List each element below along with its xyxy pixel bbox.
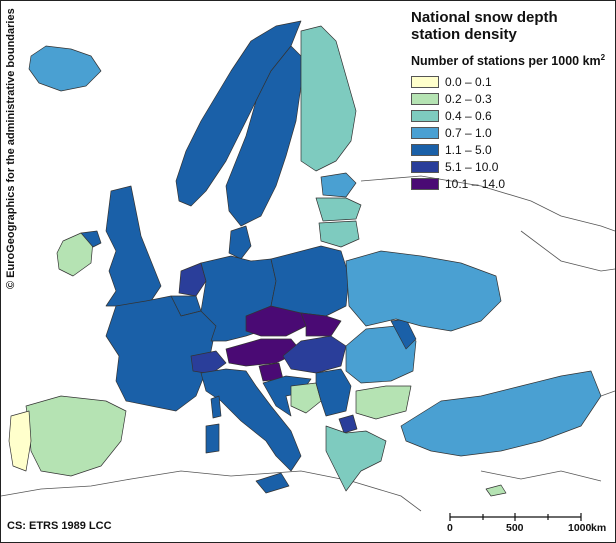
scale-unit-label: km: [591, 522, 607, 534]
region-latvia: [315, 197, 362, 222]
region-slovakia: [300, 312, 342, 337]
legend-label: 0.2 – 0.3: [445, 91, 492, 106]
legend: 0.0 – 0.1 0.2 – 0.3 0.4 – 0.6 0.7 – 1.0 …: [411, 73, 505, 192]
africa-coast: [1, 470, 422, 512]
legend-heading-text: Number of stations per 1000 km: [411, 54, 601, 69]
legend-heading-sup: 2: [600, 53, 606, 62]
region-lithuania: [318, 220, 360, 248]
scale-label-0: 0: [447, 522, 453, 534]
region-greece: [325, 425, 387, 492]
legend-swatch: [411, 177, 439, 190]
coordinate-system-label: CS: ETRS 1989 LCC: [7, 520, 112, 532]
eurogeographics-credit: © EuroGeographics for the administrative…: [5, 8, 17, 289]
region-portugal: [8, 410, 32, 472]
title-line-2: station density: [411, 26, 517, 43]
region-czechia: [245, 305, 307, 337]
scale-label-1000: 1000: [568, 522, 592, 534]
region-switzerland: [190, 350, 227, 375]
region-norway: [175, 20, 302, 207]
region-cyprus: [485, 484, 507, 497]
legend-swatch: [411, 160, 439, 173]
region-corsica: [210, 395, 222, 419]
region-france: [105, 295, 217, 412]
legend-label: 10.1 – 14.0: [445, 176, 506, 191]
region-turkey: [400, 370, 602, 457]
legend-swatch: [411, 143, 439, 156]
region-finland: [300, 25, 357, 172]
region-iceland: [28, 45, 102, 92]
region-italy: [200, 368, 302, 472]
region-netherlands: [178, 262, 207, 297]
region-poland: [270, 245, 350, 317]
legend-item: 0.0 – 0.1: [411, 73, 505, 90]
scale-bar: [449, 513, 582, 521]
region-serbia: [315, 368, 352, 417]
region-northern-ireland: [80, 230, 102, 248]
region-kosovo: [338, 414, 358, 434]
title-line-1: National snow depth: [411, 9, 558, 26]
legend-item: 10.1 – 14.0: [411, 175, 505, 192]
region-spain: [25, 395, 127, 477]
legend-item: 5.1 – 10.0: [411, 158, 505, 175]
legend-swatch: [411, 92, 439, 105]
levant-coast: [480, 470, 602, 482]
legend-item: 1.1 – 5.0: [411, 141, 505, 158]
legend-item: 0.7 – 1.0: [411, 124, 505, 141]
region-denmark: [228, 225, 252, 260]
region-bosnia: [290, 382, 322, 414]
russia-border: [520, 230, 615, 272]
legend-swatch: [411, 126, 439, 139]
region-sardinia: [205, 423, 220, 454]
region-estonia: [320, 172, 357, 198]
legend-label: 0.4 – 0.6: [445, 108, 492, 123]
legend-item: 0.2 – 0.3: [411, 90, 505, 107]
region-bulgaria: [355, 385, 412, 420]
legend-label: 0.0 – 0.1: [445, 74, 492, 89]
legend-swatch: [411, 109, 439, 122]
region-ukraine: [345, 250, 502, 332]
scale-label-500: 500: [506, 522, 524, 534]
legend-heading: Number of stations per 1000 km2: [411, 53, 615, 69]
legend-label: 1.1 – 5.0: [445, 142, 492, 157]
legend-item: 0.4 – 0.6: [411, 107, 505, 124]
russia-outline: [360, 175, 615, 232]
region-romania: [345, 325, 417, 384]
region-hungary: [282, 335, 347, 374]
legend-swatch: [411, 75, 439, 88]
legend-label: 0.7 – 1.0: [445, 125, 492, 140]
map-title: National snow depth station density: [411, 9, 611, 43]
region-united-kingdom: [105, 185, 162, 307]
legend-label: 5.1 – 10.0: [445, 159, 499, 174]
region-sicily: [255, 472, 290, 494]
